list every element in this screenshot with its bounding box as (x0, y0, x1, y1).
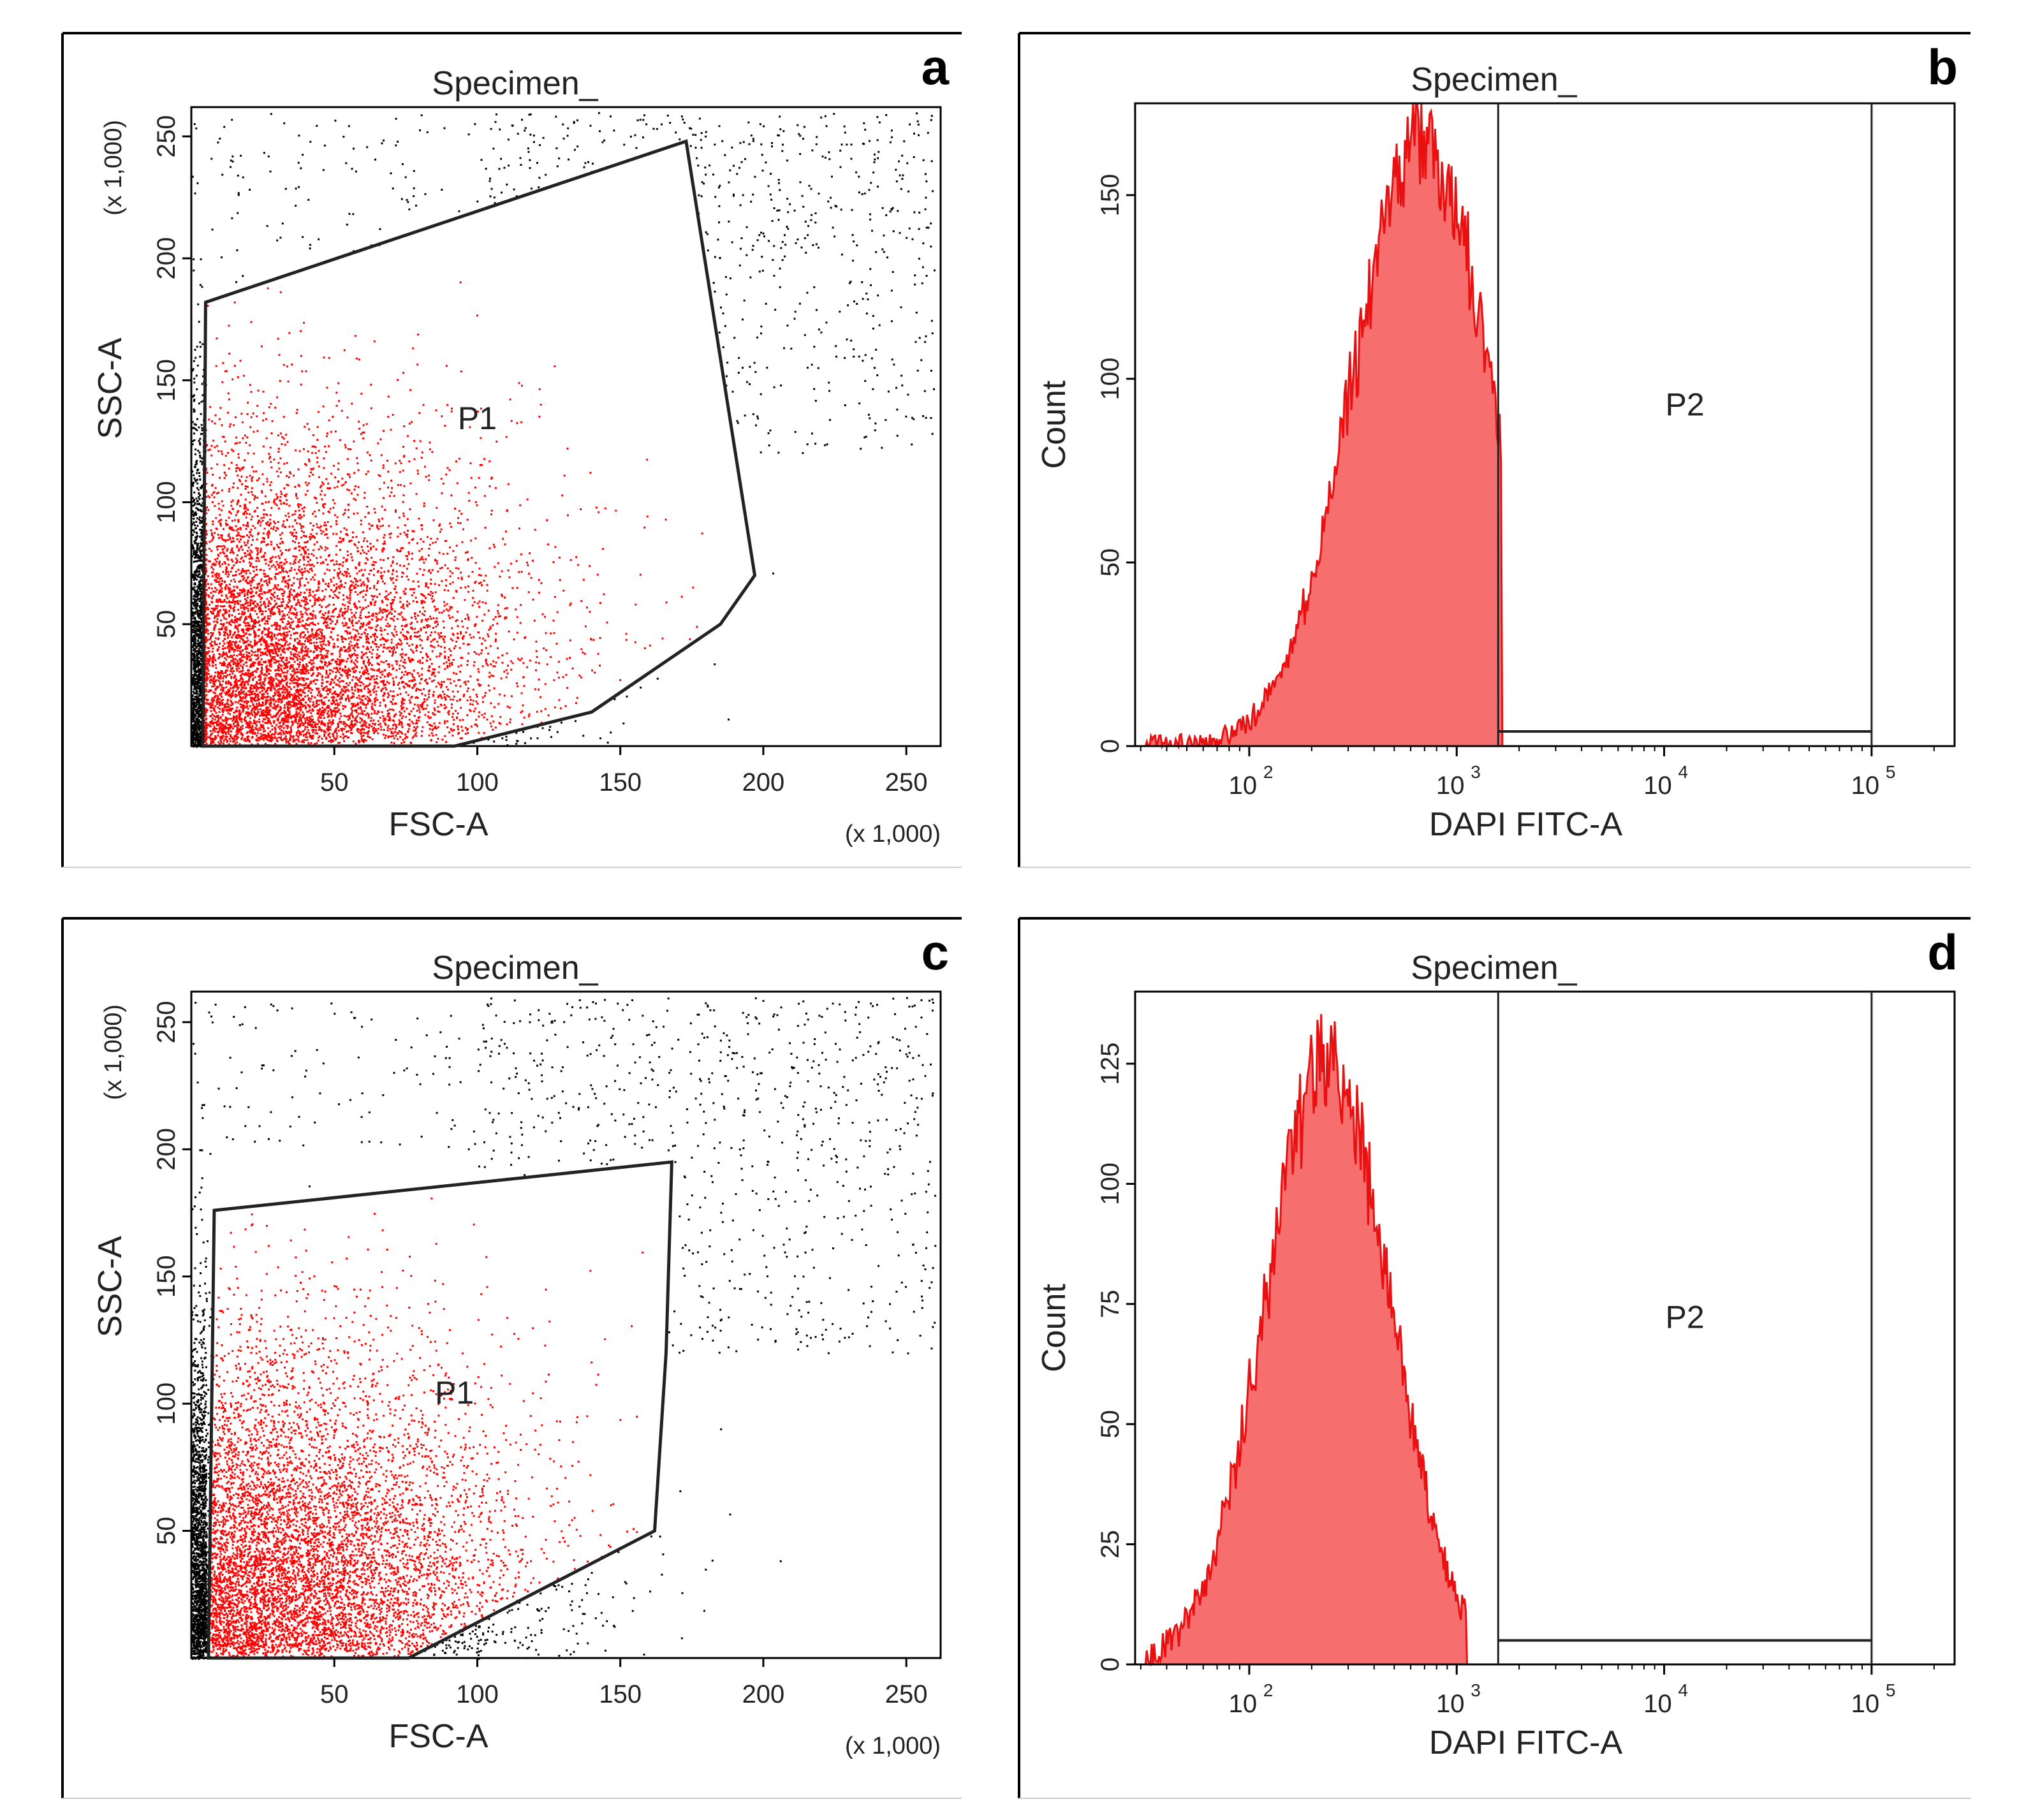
x-tick-exponent: 4 (1678, 762, 1689, 782)
y-tick-label: 50 (152, 610, 180, 639)
y-tick-label: 200 (152, 237, 180, 280)
x-tick-label: 50 (320, 1680, 349, 1708)
y-scale-label: (x 1,000) (100, 120, 127, 216)
x-scale-label: (x 1,000) (845, 1733, 941, 1759)
panel-letter: d (1927, 924, 1958, 980)
x-axis-label: DAPI FITC-A (1429, 806, 1623, 843)
y-tick-label: 50 (152, 1516, 180, 1545)
y-tick-label: 50 (1096, 548, 1124, 577)
x-tick-exponent: 2 (1263, 1680, 1274, 1700)
gate-label: P2 (1666, 387, 1705, 423)
x-tick-label: 50 (320, 768, 349, 796)
chart-title: Specimen_ (1411, 61, 1577, 98)
scatter-points (191, 112, 936, 748)
x-tick-label: 200 (742, 768, 785, 796)
panel-a: a Specimen_ P1 50 100 150 200 250 50 100 150 200 250… (61, 32, 962, 868)
chart-title: Specimen_ (432, 950, 598, 987)
x-tick-label: 250 (885, 768, 928, 796)
y-tick-label: 25 (1096, 1530, 1124, 1559)
gate-label: P1 (458, 400, 497, 436)
x-tick-label: 100 (456, 1680, 499, 1708)
y-tick-label: 125 (1096, 1043, 1124, 1085)
y-axis-label: SSC-A (92, 1236, 129, 1337)
x-tick-label: 150 (599, 768, 642, 796)
y-tick-label: 150 (152, 359, 180, 402)
histogram-bars (1144, 1014, 1469, 1666)
ungated-points (191, 997, 937, 1660)
plot-area (190, 106, 942, 747)
y-tick-label: 75 (1096, 1290, 1124, 1318)
x-tick-base: 10 (1229, 772, 1258, 800)
y-tick-label: 0 (1096, 739, 1124, 753)
y-tick-label: 100 (1096, 1163, 1124, 1205)
x-tick-exponent: 5 (1886, 1680, 1896, 1700)
y-tick-label: 100 (152, 1383, 180, 1425)
x-axis-label: DAPI FITC-A (1429, 1724, 1623, 1761)
x-tick-base: 10 (1643, 772, 1672, 800)
plot-area (1134, 990, 1956, 1666)
panel-c: c Specimen_ P1 50 100 150 200 250 50 100 150 200 250… (61, 917, 962, 1799)
y-tick-label: 150 (152, 1255, 180, 1298)
y-axis-label: Count (1036, 1284, 1073, 1372)
x-tick-label: 150 (599, 1680, 642, 1708)
x-tick-exponent: 3 (1471, 762, 1481, 782)
x-axis-label: FSC-A (389, 1718, 488, 1755)
y-tick-label: 150 (1096, 174, 1124, 217)
y-tick-label: 50 (1096, 1410, 1124, 1439)
y-axis-label: SSC-A (92, 337, 129, 439)
x-tick-exponent: 3 (1471, 1680, 1481, 1700)
x-tick-base: 10 (1851, 772, 1880, 800)
x-tick-base: 10 (1436, 1690, 1465, 1718)
y-axis-label: Count (1036, 380, 1073, 469)
y-tick-label: 250 (152, 1001, 180, 1043)
scatter-points (191, 997, 937, 1660)
gated-points (209, 1197, 657, 1659)
panel-letter: a (921, 39, 950, 95)
gate-label: P2 (1666, 1300, 1705, 1335)
y-scale-label: (x 1,000) (100, 1004, 127, 1100)
x-tick-label: 100 (456, 768, 499, 796)
x-tick-exponent: 4 (1678, 1680, 1689, 1700)
x-tick-label: 250 (885, 1680, 928, 1708)
x-scale-label: (x 1,000) (845, 821, 941, 848)
x-tick-label: 200 (742, 1680, 785, 1708)
histogram-bars (1144, 101, 1504, 750)
x-axis-label: FSC-A (389, 806, 488, 843)
x-tick-base: 10 (1643, 1690, 1672, 1718)
chart-title: Specimen_ (1411, 950, 1577, 987)
gate-polygon[interactable] (201, 139, 757, 748)
plot-area (1134, 102, 1956, 747)
gated-points (203, 281, 703, 747)
y-tick-label: 100 (1096, 358, 1124, 400)
x-tick-base: 10 (1229, 1690, 1258, 1718)
x-tick-exponent: 5 (1886, 762, 1896, 782)
x-tick-base: 10 (1436, 772, 1465, 800)
plot-area (190, 990, 942, 1659)
chart-title: Specimen_ (432, 65, 598, 102)
gate-label: P1 (435, 1375, 474, 1411)
ungated-points (191, 112, 936, 748)
gate-polygon[interactable] (207, 1160, 673, 1660)
y-tick-label: 200 (152, 1128, 180, 1171)
x-tick-base: 10 (1851, 1690, 1880, 1718)
panel-letter: c (921, 924, 949, 980)
y-tick-label: 0 (1096, 1657, 1124, 1671)
y-tick-label: 250 (152, 115, 180, 158)
x-tick-exponent: 2 (1263, 762, 1274, 782)
panel-letter: b (1927, 39, 1958, 95)
y-tick-label: 100 (152, 481, 180, 524)
